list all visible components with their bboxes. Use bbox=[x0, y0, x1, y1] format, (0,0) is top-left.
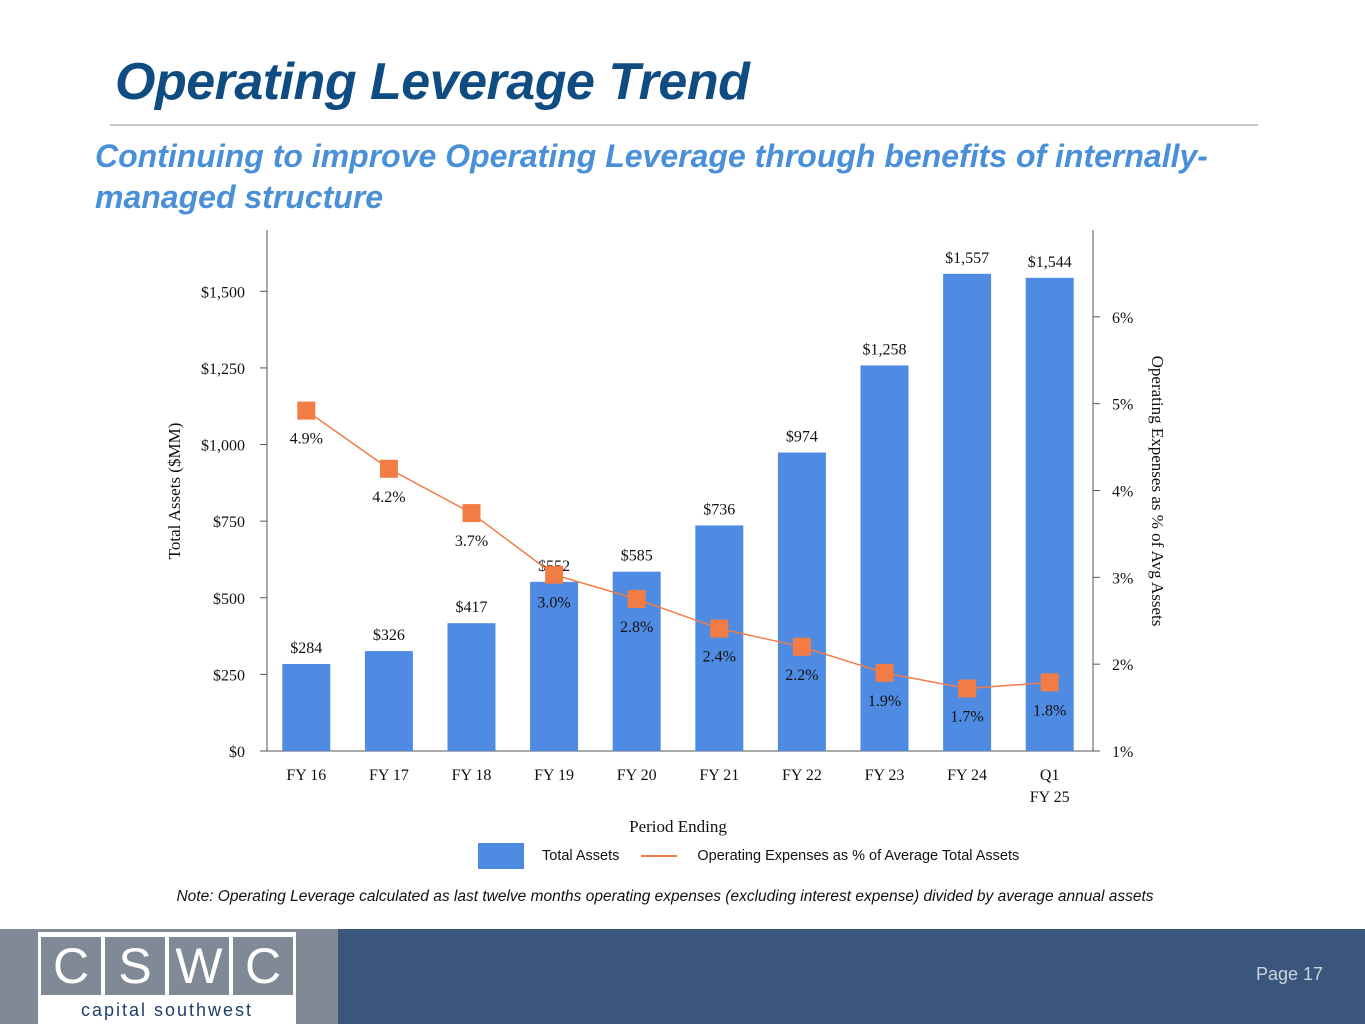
x-tick-label: FY 20 bbox=[617, 767, 657, 784]
logo-letter: S bbox=[105, 937, 165, 995]
chart-legend: Total Assets Operating Expenses as % of … bbox=[478, 842, 1019, 870]
x-tick-label: FY 23 bbox=[865, 767, 905, 784]
x-tick-labels: FY 16 FY 17 FY 18 FY 19 FY 20 FY 21 FY 22 FY 23… bbox=[286, 767, 1069, 806]
legend-label-total-assets: Total Assets bbox=[542, 848, 620, 864]
x-tick-label: FY 22 bbox=[782, 767, 822, 784]
opex-marker bbox=[379, 459, 398, 478]
opex-data-label: 4.2% bbox=[372, 489, 405, 506]
footnote: Note: Operating Leverage calculated as l… bbox=[176, 888, 1154, 905]
logo-text: capital southwest bbox=[80, 1000, 254, 1020]
legend-swatch-total-assets bbox=[478, 843, 524, 869]
bar-series bbox=[282, 273, 1074, 751]
y-tick-label: $500 bbox=[213, 591, 245, 608]
title-divider bbox=[110, 124, 1258, 126]
logo-letter: C bbox=[233, 937, 293, 995]
x-tick-label: Q1 FY 25 bbox=[1030, 767, 1070, 806]
y2-tick-label: 4% bbox=[1112, 484, 1133, 501]
opex-marker bbox=[297, 401, 316, 420]
opex-marker bbox=[545, 565, 564, 584]
bar bbox=[943, 273, 992, 751]
bar bbox=[282, 663, 331, 751]
bar-data-labels: $284$326$417$552$585$736$974$1,258$1,557… bbox=[290, 250, 1071, 657]
y-tick-label: $750 bbox=[213, 514, 245, 531]
y-tick-label: $0 bbox=[229, 744, 245, 761]
bar-data-label: $417 bbox=[456, 599, 488, 616]
x-tick-label: FY 17 bbox=[369, 767, 409, 784]
y-tick-label: $1,500 bbox=[201, 284, 245, 301]
opex-marker bbox=[1040, 673, 1059, 692]
bar-data-label: $736 bbox=[703, 501, 735, 518]
bar bbox=[860, 365, 909, 751]
page-number: Page 17 bbox=[1255, 964, 1323, 984]
bar-data-label: $326 bbox=[373, 627, 405, 644]
opex-marker bbox=[875, 663, 894, 682]
y-tick-label: $1,250 bbox=[201, 361, 245, 378]
y2-tick-labels: 1% 2% 3% 4% 5% 6% bbox=[1112, 310, 1133, 761]
bar bbox=[364, 651, 413, 751]
opex-data-label: 2.8% bbox=[620, 619, 653, 636]
line-series bbox=[297, 401, 1059, 698]
y2-tick-label: 5% bbox=[1112, 397, 1133, 414]
y2-tick-label: 3% bbox=[1112, 570, 1133, 587]
logo-letters: C S W C bbox=[38, 934, 296, 998]
bar bbox=[695, 525, 744, 751]
logo-letter: C bbox=[41, 937, 101, 995]
opex-data-label: 1.9% bbox=[868, 693, 901, 710]
page-title: Operating Leverage Trend bbox=[115, 53, 750, 111]
line-data-labels: 4.9% 4.2% 3.7% 3.0% 2.8% 2.4% 2.2% 1.9% 1.7% 1.8% bbox=[290, 431, 1067, 726]
y2-tick-label: 6% bbox=[1112, 310, 1133, 327]
x-axis-label: Period Ending bbox=[629, 817, 727, 836]
opex-data-label: 2.2% bbox=[785, 667, 818, 684]
opex-data-label: 1.7% bbox=[950, 708, 983, 725]
bar-data-label: $284 bbox=[290, 640, 322, 657]
x-tick-label: FY 21 bbox=[699, 767, 739, 784]
opex-data-label: 3.7% bbox=[455, 533, 488, 550]
bar bbox=[777, 452, 826, 751]
opex-data-label: 1.8% bbox=[1033, 702, 1066, 719]
opex-marker bbox=[958, 679, 977, 698]
opex-line bbox=[305, 410, 1050, 690]
opex-marker bbox=[710, 619, 729, 638]
opex-data-label: 2.4% bbox=[703, 649, 736, 666]
y-tick-label: $1,000 bbox=[201, 438, 245, 455]
bar bbox=[447, 623, 496, 751]
y2-tick-label: 2% bbox=[1112, 657, 1133, 674]
opex-marker bbox=[462, 504, 481, 523]
x-tick-label: FY 19 bbox=[534, 767, 574, 784]
legend-swatch-opex bbox=[641, 855, 678, 857]
opex-marker bbox=[792, 637, 811, 656]
bar bbox=[1025, 277, 1074, 751]
bar-data-label: $1,557 bbox=[945, 250, 989, 267]
x-tick-label: FY 24 bbox=[947, 767, 987, 784]
y-tick-labels: $0 $250 $500 $750 $1,000 $1,250 $1,500 bbox=[201, 284, 245, 761]
y2-tick-label: 1% bbox=[1112, 744, 1133, 761]
y-axis-label: Total Assets ($MM) bbox=[165, 423, 184, 560]
bar-data-label: $974 bbox=[786, 428, 818, 445]
x-tick-label: FY 18 bbox=[452, 767, 492, 784]
opex-marker bbox=[627, 590, 646, 609]
bar bbox=[530, 581, 579, 751]
x-tick-label: FY 16 bbox=[286, 767, 326, 784]
opex-data-label: 3.0% bbox=[537, 595, 570, 612]
bar-data-label: $585 bbox=[621, 548, 653, 565]
logo-letter: W bbox=[169, 937, 229, 995]
bar-data-label: $1,544 bbox=[1028, 254, 1072, 271]
opex-data-label: 4.9% bbox=[290, 431, 323, 448]
page-subtitle: Continuing to improve Operating Leverage… bbox=[95, 138, 1208, 215]
legend-label-opex: Operating Expenses as % of Average Total… bbox=[697, 848, 1020, 864]
y-tick-label: $250 bbox=[213, 667, 245, 684]
bar-data-label: $1,258 bbox=[863, 341, 907, 358]
y2-axis-label: Operating Expenses as % of Avg Assets bbox=[1148, 356, 1167, 627]
